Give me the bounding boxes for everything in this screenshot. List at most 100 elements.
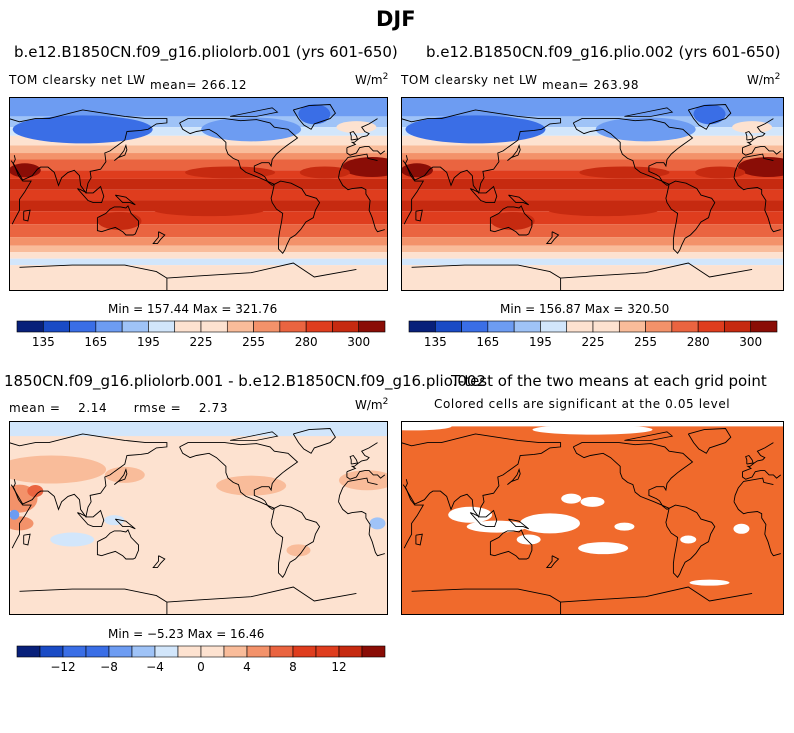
panel4-coast-arctic-islands — [624, 431, 674, 441]
panel2-coastlines — [401, 104, 782, 291]
panel1-colorbar-label-5: 280 — [295, 335, 318, 349]
panel2-coast-indonesia — [469, 185, 498, 204]
panel2-band-4 — [401, 145, 784, 154]
panel1-colorbar-box-8 — [226, 320, 254, 333]
panel2-coast-britain — [745, 130, 754, 141]
panel4-nonsig-4 — [519, 513, 580, 534]
panel3-title: 1850CN.f09_g16.pliolorb.001 - b.e12.B185… — [4, 372, 487, 390]
panel1-coast-americas-south — [270, 180, 321, 255]
panel1-sahara-hot — [342, 157, 388, 178]
panel1-band-1 — [9, 116, 388, 128]
panel1-band-13 — [9, 237, 388, 246]
panel2-canada-cold — [595, 117, 696, 142]
panel2-epac-subtrop — [579, 166, 670, 179]
panel1-band-9 — [9, 189, 388, 201]
panel1-colorbar-box-5 — [148, 320, 176, 333]
panel3-indian-cool — [50, 532, 95, 547]
panel3-colorbar-box-0 — [16, 645, 41, 658]
panel3-colorbar-label-4: 4 — [243, 660, 251, 674]
panel1-natl-subtrop — [299, 166, 350, 179]
panel4-map-svg — [401, 421, 784, 615]
panel3-colorbar-box-14 — [338, 645, 363, 658]
panel3-coast-antarctica — [19, 586, 357, 615]
panel1-band-5 — [9, 153, 388, 160]
panel3-colorbar-box-5 — [131, 645, 156, 658]
panel2-map — [401, 97, 784, 291]
panel1-title: b.e12.B1850CN.f09_g16.pliolorb.001 (yrs … — [14, 43, 398, 61]
panel1-colorbar-label-0: 135 — [32, 335, 55, 349]
panel2-colorbar: 135 165 195 225 255 280 300 — [408, 320, 778, 349]
panel1-colorbar-box-4 — [121, 320, 149, 333]
panel2-units: W/m2 — [747, 72, 780, 87]
panel2-coast-antarctica — [411, 262, 753, 291]
panel1-coast-eurasia — [9, 109, 386, 194]
panel3-coast-japan — [114, 467, 128, 485]
panel1-colorbar-box-11 — [305, 320, 333, 333]
panel2-colorbar-label-1: 165 — [476, 335, 499, 349]
panel2-band-0 — [401, 97, 784, 117]
panel1-coast-new-zealand — [152, 231, 166, 245]
panel3-colorbar-box-8 — [200, 645, 225, 658]
panel1-coast-britain — [349, 130, 359, 141]
panel1-coast-new-guinea — [114, 194, 136, 206]
panel1-nseas — [336, 121, 377, 134]
panel3-band-polar-n — [9, 421, 388, 437]
panel1-coast-africa — [10, 153, 385, 233]
panel4-nonsig-0 — [532, 424, 653, 435]
panel2-arabia-hot — [401, 163, 433, 178]
panel4-nonsig-3 — [466, 520, 527, 533]
panel1-band-3 — [9, 135, 388, 146]
panel2-band-12 — [401, 224, 784, 238]
panel2-colorbar-box-12 — [724, 320, 752, 333]
panel3-colorbar-box-11 — [269, 645, 294, 658]
panel3-colorbar: −12 −8 −4 0 4 8 12 — [16, 645, 386, 674]
panel1-australia-hot — [97, 211, 142, 230]
panel4-nonsig-11 — [689, 579, 730, 586]
panel2-coast-madagascar — [415, 209, 423, 222]
panel2-colorbar-box-13 — [750, 320, 778, 333]
panel2-colorbar-box-6 — [566, 320, 594, 333]
panel4-coast-greenland — [687, 428, 732, 454]
panel1-colorbar-label-3: 225 — [190, 335, 213, 349]
panel1-colorbar-box-1 — [42, 320, 70, 333]
panel3-namerica-warm — [216, 475, 287, 496]
panel4-nonsig-1 — [401, 422, 452, 431]
panel1-band-12 — [9, 224, 388, 238]
panel2-title: b.e12.B1850CN.f09_g16.plio.002 (yrs 601-… — [426, 43, 781, 61]
panel4-nonsig-2 — [448, 506, 493, 523]
panel2-nseas — [732, 121, 773, 134]
panel2-band-17 — [401, 265, 784, 291]
panel3-coast-greenland — [292, 428, 336, 454]
panel2-band-5 — [401, 153, 784, 160]
panel3-congo-cool — [369, 517, 386, 530]
panel4-nonsig-5 — [580, 496, 605, 507]
panel3-colorbar-box-2 — [62, 645, 87, 658]
panel4-nonsig-8 — [561, 493, 582, 504]
figure-title: DJF — [376, 7, 416, 31]
panel4-coastlines — [401, 428, 782, 615]
panel4-nonsig-9 — [516, 534, 541, 545]
panel2-band-8 — [401, 178, 784, 190]
panel2-band-1 — [401, 116, 784, 128]
panel1-colorbar-box-6 — [174, 320, 202, 333]
panel3-arabia-peak — [27, 485, 44, 498]
panel3-minmax: Min = −5.23 Max = 16.46 — [108, 627, 265, 641]
panel1-coast-antarctica — [19, 262, 357, 291]
panel3-coast-americas-south — [270, 504, 321, 579]
panel3-coast-eurasia — [9, 433, 386, 518]
panel3-colorbar-box-6 — [154, 645, 179, 658]
panel1-colorbar-box-9 — [253, 320, 281, 333]
panel3-colorbar-box-12 — [292, 645, 317, 658]
panel4-nonsig-6 — [614, 522, 635, 531]
panel1-coast-indonesia — [77, 185, 105, 204]
panel1-units-base: W/m — [355, 73, 383, 87]
panel3-colorbar-box-15 — [361, 645, 386, 658]
panel2-coast-japan — [507, 144, 521, 161]
panel1-arabia-hot — [9, 163, 41, 178]
panel3-colorbar-label-0: −12 — [50, 660, 75, 674]
panel3-eafrica-cool — [9, 509, 20, 520]
panel3-colorbar-label-2: −4 — [146, 660, 164, 674]
panel4-coast-japan — [507, 468, 521, 485]
panel1-frame — [9, 97, 388, 291]
panel1-colorbar-box-3 — [95, 320, 123, 333]
